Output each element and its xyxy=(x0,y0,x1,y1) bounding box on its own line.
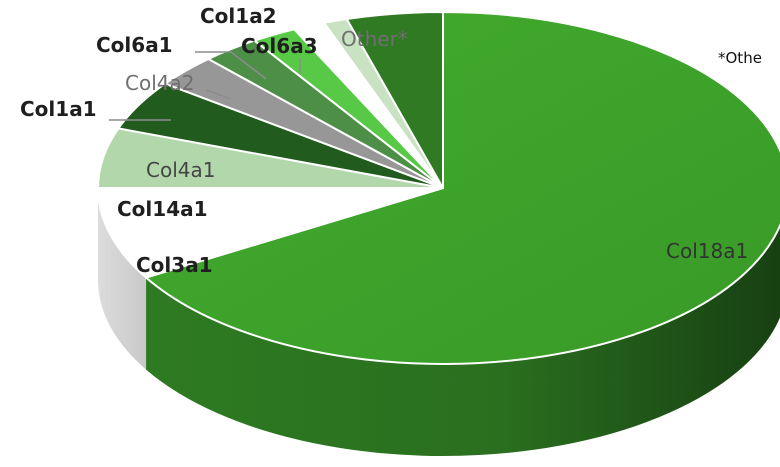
slice-side-col18a1 xyxy=(146,225,780,456)
slice-label-col4a1: Col4a1 xyxy=(146,158,215,182)
leader-lines xyxy=(109,51,301,121)
pie-slices xyxy=(97,11,780,365)
footnote-text: *Othe xyxy=(718,49,762,67)
slice-label-col18a1: Col18a1 xyxy=(666,239,748,263)
slice-label-col6a3: Col6a3 xyxy=(241,34,318,58)
slice-unlabeled xyxy=(345,11,444,189)
slice-label-col1a2: Col1a2 xyxy=(200,4,277,28)
slice-label-col1a1: Col1a1 xyxy=(20,97,97,121)
slice-label-col3a1: Col3a1 xyxy=(136,253,213,277)
slice-labels: Col18a1 Col3a1 Col14a1 Col4a1 Col1a1 Col4a2 Co… xyxy=(20,4,748,277)
slice-label-col14a1: Col14a1 xyxy=(117,197,208,221)
slice-label-col6a1: Col6a1 xyxy=(96,33,173,57)
slice-label-other: Other* xyxy=(341,27,408,51)
slice-col18a1 xyxy=(145,11,780,365)
leader-line-col4a2 xyxy=(205,89,232,100)
leader-line-col6a1 xyxy=(195,51,267,80)
slice-label-col4a2: Col4a2 xyxy=(125,71,194,95)
slice-col3a1 xyxy=(97,187,444,279)
slice-side-col3a1 xyxy=(98,188,147,370)
